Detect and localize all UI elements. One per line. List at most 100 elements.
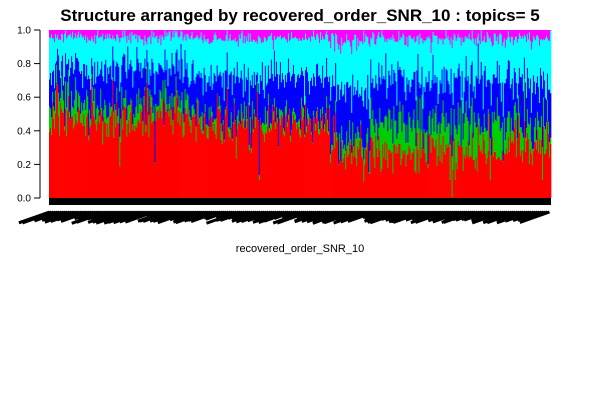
bar-segment-5 xyxy=(548,30,551,41)
bar-segment-2 xyxy=(334,132,336,149)
bar-segment-1 xyxy=(441,163,443,198)
bar-segment-1 xyxy=(203,117,205,198)
bar-segment-4 xyxy=(543,39,546,81)
bar-segment-2 xyxy=(285,99,288,113)
bar-segment-3 xyxy=(519,76,522,128)
bar-segment-1 xyxy=(416,133,418,198)
bar-segment-1 xyxy=(497,157,500,198)
bar-segment-3 xyxy=(499,83,502,131)
bar-segment-5 xyxy=(111,30,113,40)
bar-segment-1 xyxy=(374,167,376,198)
bar-segment-3 xyxy=(200,72,202,117)
bar-segment-5 xyxy=(324,30,326,40)
bar-segment-2 xyxy=(287,114,290,120)
bar-segment-4 xyxy=(315,39,317,87)
bar-segment-5 xyxy=(238,30,241,35)
bar-segment-1 xyxy=(204,112,206,198)
bar-segment-2 xyxy=(243,101,246,121)
bar-segment-5 xyxy=(151,30,153,31)
bar-segment-4 xyxy=(323,38,325,88)
bar-segment-4 xyxy=(98,37,100,77)
bar-segment-5 xyxy=(253,30,256,40)
bar-segment-5 xyxy=(383,30,385,37)
bar-segment-1 xyxy=(98,112,100,198)
bar-segment-4 xyxy=(174,30,176,75)
bar-segment-3 xyxy=(234,83,237,120)
bar-segment-5 xyxy=(77,30,79,36)
bar-segment-1 xyxy=(221,143,224,198)
bar-segment-2 xyxy=(468,145,471,159)
bar-segment-4 xyxy=(344,41,346,85)
bar-segment-4 xyxy=(311,35,313,78)
bar-segment-5 xyxy=(156,30,158,36)
bar-segment-1 xyxy=(212,130,215,198)
bar-segment-4 xyxy=(198,39,200,72)
bar-segment-3 xyxy=(229,73,232,130)
bar-segment-4 xyxy=(268,36,271,79)
bar-segment-1 xyxy=(192,116,194,198)
bar-segment-1 xyxy=(315,130,317,198)
bar-segment-1 xyxy=(234,120,237,198)
bar-segment-3 xyxy=(437,104,439,125)
bar-segment-3 xyxy=(384,79,386,117)
bar-segment-2 xyxy=(270,123,273,131)
bar-segment-1 xyxy=(267,105,270,198)
bar-segment-1 xyxy=(199,117,201,198)
bar-segment-4 xyxy=(152,37,154,63)
bar-segment-3 xyxy=(188,87,190,110)
bar-segment-2 xyxy=(232,122,235,124)
bar-segment-1 xyxy=(370,136,372,198)
bar-segment-3 xyxy=(83,63,85,104)
bar-segment-5 xyxy=(57,30,59,36)
bar-segment-2 xyxy=(75,77,77,114)
bar-segment-5 xyxy=(108,30,110,39)
bar-segment-5 xyxy=(405,30,407,45)
bar-segment-1 xyxy=(170,124,172,198)
bar-segment-5 xyxy=(278,30,281,37)
bar-segment-5 xyxy=(506,30,509,38)
bar-segment-3 xyxy=(291,74,294,112)
bar-segment-3 xyxy=(248,105,251,145)
bar-segment-2 xyxy=(515,112,518,157)
bar-segment-4 xyxy=(256,43,259,73)
bar-segment-4 xyxy=(185,40,187,70)
bar-segment-3 xyxy=(53,70,55,107)
bar-segment-3 xyxy=(265,85,268,124)
bar-segment-3 xyxy=(347,81,349,146)
bar-segment-4 xyxy=(148,37,150,85)
bar-segment-5 xyxy=(182,30,184,41)
bar-segment-5 xyxy=(525,30,528,43)
bar-segment-2 xyxy=(516,138,519,139)
bar-segment-3 xyxy=(430,88,432,135)
bar-segment-4 xyxy=(438,38,440,94)
bar-segment-1 xyxy=(511,140,514,198)
bar-segment-5 xyxy=(54,30,56,42)
bar-segment-4 xyxy=(303,39,305,76)
bar-segment-1 xyxy=(345,169,347,198)
bar-segment-2 xyxy=(484,127,487,154)
bar-segment-1 xyxy=(235,158,238,198)
bar-segment-3 xyxy=(139,71,141,105)
bar-segment-3 xyxy=(210,64,212,107)
bar-segment-2 xyxy=(473,112,476,160)
bar-segment-3 xyxy=(99,74,101,116)
bar-segment-4 xyxy=(423,40,425,88)
bar-segment-5 xyxy=(163,30,165,41)
bar-segment-1 xyxy=(84,125,86,198)
bar-segment-1 xyxy=(147,111,149,198)
bar-segment-4 xyxy=(443,39,445,67)
bar-segment-2 xyxy=(548,141,551,158)
bar-segment-5 xyxy=(535,30,538,36)
bar-segment-2 xyxy=(150,95,152,107)
bar-segment-1 xyxy=(342,162,344,198)
bar-segment-1 xyxy=(307,118,309,198)
bar-segment-4 xyxy=(455,41,457,78)
bar-segment-2 xyxy=(373,125,375,158)
bar-segment-4 xyxy=(429,38,431,92)
bar-segment-3 xyxy=(419,88,421,99)
bar-segment-3 xyxy=(306,66,308,127)
bar-segment-3 xyxy=(332,75,334,146)
bar-segment-5 xyxy=(316,30,318,35)
bar-segment-3 xyxy=(152,62,154,114)
bar-segment-3 xyxy=(220,75,223,124)
